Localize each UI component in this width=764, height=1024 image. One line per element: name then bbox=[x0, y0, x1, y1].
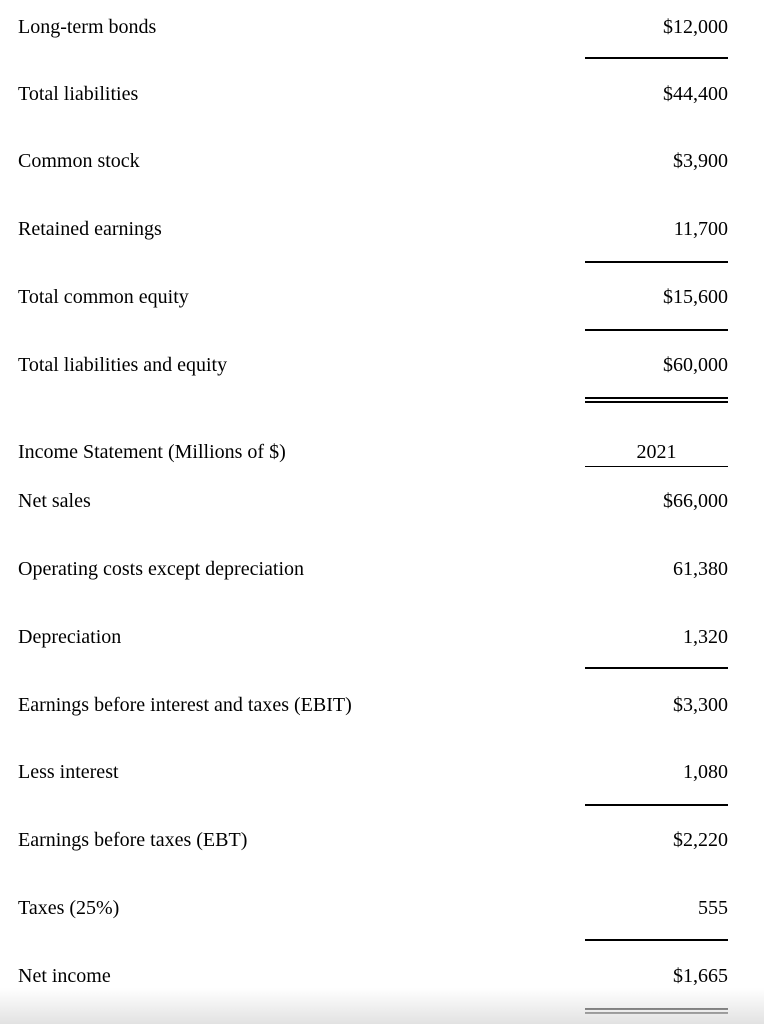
row-label: Total liabilities and equity bbox=[18, 354, 228, 376]
row-label: Taxes (25%) bbox=[18, 897, 120, 919]
row-value: $3,900 bbox=[673, 150, 728, 172]
row-label: Net income bbox=[18, 965, 111, 987]
row-label: Total liabilities bbox=[18, 83, 139, 105]
row-value: $66,000 bbox=[663, 490, 728, 512]
row-taxes: Taxes (25%) 555 bbox=[18, 895, 728, 921]
row-value: 1,080 bbox=[683, 761, 728, 783]
row-depreciation: Depreciation 1,320 bbox=[18, 624, 728, 650]
row-label: Depreciation bbox=[18, 626, 122, 648]
row-operating-costs: Operating costs except depreciation 61,3… bbox=[18, 556, 728, 582]
row-value: 555 bbox=[698, 897, 728, 919]
row-label: Total common equity bbox=[18, 286, 189, 308]
row-label: Retained earnings bbox=[18, 218, 162, 240]
row-value: $12,000 bbox=[663, 16, 728, 38]
row-long-term-bonds: Long-term bonds $12,000 bbox=[18, 14, 728, 40]
single-rule bbox=[585, 939, 728, 941]
row-label: Less interest bbox=[18, 761, 119, 783]
row-retained-earnings: Retained earnings 11,700 bbox=[18, 216, 728, 242]
single-rule bbox=[585, 667, 728, 669]
row-label: Earnings before taxes (EBT) bbox=[18, 829, 248, 851]
row-value: 1,320 bbox=[683, 626, 728, 648]
row-value: 11,700 bbox=[673, 218, 728, 240]
single-rule bbox=[585, 804, 728, 806]
row-value: $1,665 bbox=[673, 965, 728, 987]
income-statement-title: Income Statement (Millions of $) bbox=[18, 441, 286, 463]
double-rule bbox=[585, 1008, 728, 1014]
row-label: Net sales bbox=[18, 490, 91, 512]
single-rule bbox=[585, 261, 728, 263]
row-net-income: Net income $1,665 bbox=[18, 963, 728, 989]
row-net-sales: Net sales $66,000 bbox=[18, 488, 728, 514]
year-column-header: 2021 bbox=[636, 441, 677, 463]
row-total-liabilities: Total liabilities $44,400 bbox=[18, 81, 728, 107]
row-value: $44,400 bbox=[663, 83, 728, 105]
single-rule bbox=[585, 57, 728, 59]
row-value: $15,600 bbox=[663, 286, 728, 308]
row-less-interest: Less interest 1,080 bbox=[18, 759, 728, 785]
income-statement-header-row: Income Statement (Millions of $) 2021 bbox=[18, 439, 728, 465]
row-value: $60,000 bbox=[663, 354, 728, 376]
row-label: Long-term bonds bbox=[18, 16, 157, 38]
row-ebit: Earnings before interest and taxes (EBIT… bbox=[18, 692, 728, 718]
row-ebt: Earnings before taxes (EBT) $2,220 bbox=[18, 827, 728, 853]
row-label: Earnings before interest and taxes (EBIT… bbox=[18, 694, 352, 716]
single-rule bbox=[585, 329, 728, 331]
row-label: Common stock bbox=[18, 150, 140, 172]
single-rule bbox=[585, 466, 728, 467]
row-value: $3,300 bbox=[673, 694, 728, 716]
row-value: $2,220 bbox=[673, 829, 728, 851]
row-label: Operating costs except depreciation bbox=[18, 558, 304, 580]
row-value: 61,380 bbox=[673, 558, 728, 580]
page-bottom-fade bbox=[0, 988, 764, 1024]
row-total-liabilities-and-equity: Total liabilities and equity $60,000 bbox=[18, 352, 728, 378]
double-rule bbox=[585, 397, 728, 403]
row-total-common-equity: Total common equity $15,600 bbox=[18, 284, 728, 310]
row-common-stock: Common stock $3,900 bbox=[18, 148, 728, 174]
